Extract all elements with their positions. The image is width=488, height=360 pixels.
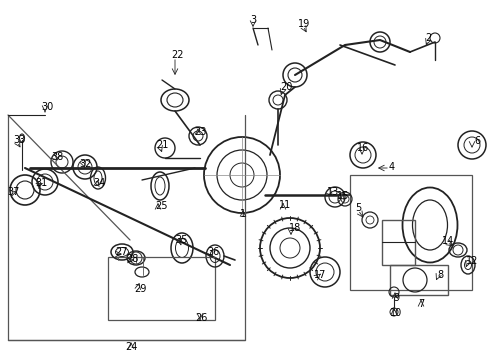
Text: 29: 29 bbox=[134, 284, 146, 294]
Text: 2: 2 bbox=[424, 33, 430, 43]
Bar bbox=[389, 265, 447, 295]
Text: 33: 33 bbox=[13, 135, 25, 145]
Text: 21: 21 bbox=[156, 140, 168, 150]
Text: 13: 13 bbox=[326, 187, 339, 197]
Text: 6: 6 bbox=[473, 136, 479, 146]
Text: 12: 12 bbox=[465, 256, 477, 266]
Text: 23: 23 bbox=[193, 127, 206, 137]
Text: 3: 3 bbox=[249, 15, 256, 25]
Text: 17: 17 bbox=[313, 270, 325, 280]
Text: 15: 15 bbox=[336, 191, 348, 201]
Text: 1: 1 bbox=[240, 209, 245, 219]
Text: 27: 27 bbox=[116, 247, 128, 257]
Text: 20: 20 bbox=[279, 82, 292, 92]
Text: 19: 19 bbox=[297, 19, 309, 29]
Text: 36: 36 bbox=[206, 247, 219, 257]
Text: 8: 8 bbox=[436, 270, 442, 280]
Text: 4: 4 bbox=[388, 162, 394, 172]
Text: 32: 32 bbox=[80, 159, 92, 169]
Text: 22: 22 bbox=[170, 50, 183, 60]
Text: 18: 18 bbox=[288, 223, 301, 233]
Text: 24: 24 bbox=[124, 342, 137, 352]
Text: 35: 35 bbox=[176, 235, 188, 245]
Bar bbox=[108, 257, 215, 320]
Text: 16: 16 bbox=[356, 143, 368, 153]
Text: 31: 31 bbox=[35, 178, 47, 188]
Text: 28: 28 bbox=[125, 254, 138, 264]
Text: 38: 38 bbox=[51, 152, 63, 162]
Text: 30: 30 bbox=[41, 102, 53, 112]
Bar bbox=[381, 220, 414, 265]
Text: 10: 10 bbox=[389, 308, 401, 318]
Text: 14: 14 bbox=[441, 236, 453, 246]
Text: 37: 37 bbox=[8, 187, 20, 197]
Text: 26: 26 bbox=[194, 313, 207, 323]
Bar bbox=[349, 175, 471, 290]
Text: 11: 11 bbox=[278, 200, 290, 210]
Text: 7: 7 bbox=[417, 299, 423, 309]
Text: 9: 9 bbox=[392, 293, 398, 303]
Text: 5: 5 bbox=[354, 203, 360, 213]
Text: 34: 34 bbox=[93, 178, 105, 188]
Text: 25: 25 bbox=[154, 201, 167, 211]
